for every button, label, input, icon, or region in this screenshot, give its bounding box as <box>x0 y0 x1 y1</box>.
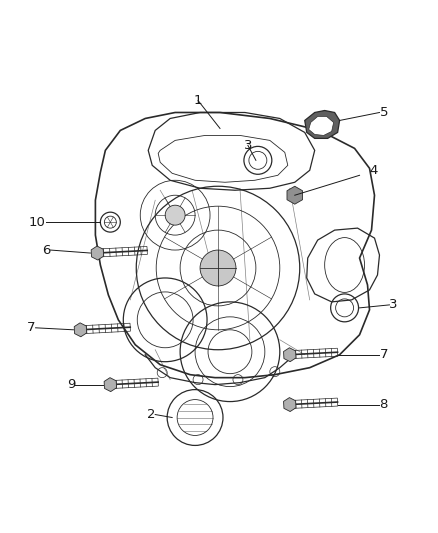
Polygon shape <box>283 348 296 362</box>
Polygon shape <box>74 323 87 337</box>
Circle shape <box>165 205 185 225</box>
Text: 1: 1 <box>194 94 202 107</box>
Circle shape <box>200 250 236 286</box>
Text: 10: 10 <box>28 216 46 229</box>
Text: 3: 3 <box>244 139 252 152</box>
Text: 7: 7 <box>27 321 35 334</box>
Polygon shape <box>91 246 104 260</box>
Text: 2: 2 <box>147 408 155 421</box>
Polygon shape <box>104 378 117 392</box>
Polygon shape <box>309 117 334 135</box>
Polygon shape <box>287 186 303 204</box>
Text: 6: 6 <box>42 244 50 256</box>
Polygon shape <box>305 110 339 139</box>
Text: 5: 5 <box>379 106 388 119</box>
Text: 7: 7 <box>379 348 388 361</box>
Text: 4: 4 <box>370 164 378 177</box>
Polygon shape <box>283 398 296 411</box>
Text: 9: 9 <box>67 378 75 391</box>
Text: 3: 3 <box>389 298 398 311</box>
Text: 8: 8 <box>379 398 388 411</box>
